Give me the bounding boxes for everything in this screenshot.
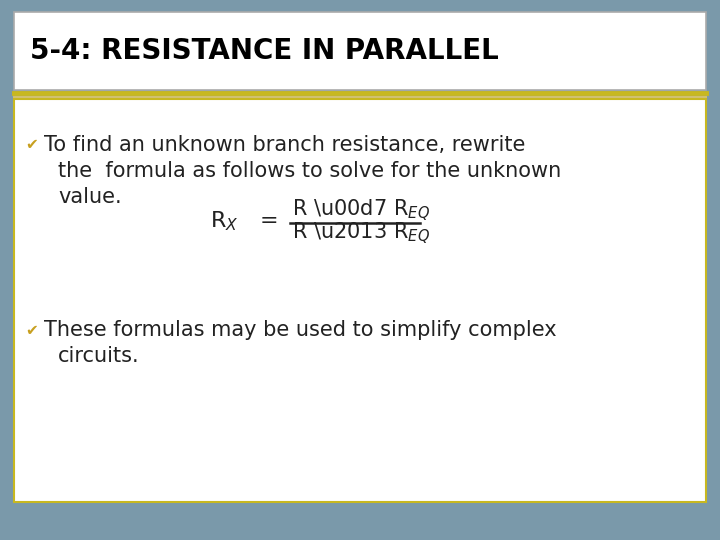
Text: 5-4: RESISTANCE IN PARALLEL: 5-4: RESISTANCE IN PARALLEL (30, 37, 499, 65)
Text: R \u00d7 R$_{EQ}$: R \u00d7 R$_{EQ}$ (292, 197, 430, 222)
Text: These formulas may be used to simplify complex: These formulas may be used to simplify c… (44, 320, 557, 340)
Text: ✔: ✔ (26, 138, 38, 152)
Text: circuits.: circuits. (58, 346, 140, 366)
FancyBboxPatch shape (14, 99, 706, 502)
Text: R$_X$: R$_X$ (210, 209, 238, 233)
Text: value.: value. (58, 187, 122, 207)
Text: ✔: ✔ (26, 322, 38, 338)
Text: R \u2013 R$_{EQ}$: R \u2013 R$_{EQ}$ (292, 220, 430, 246)
FancyBboxPatch shape (14, 12, 706, 90)
Text: =: = (260, 211, 279, 231)
Text: the  formula as follows to solve for the unknown: the formula as follows to solve for the … (58, 161, 562, 181)
Text: To find an unknown branch resistance, rewrite: To find an unknown branch resistance, re… (44, 135, 526, 155)
